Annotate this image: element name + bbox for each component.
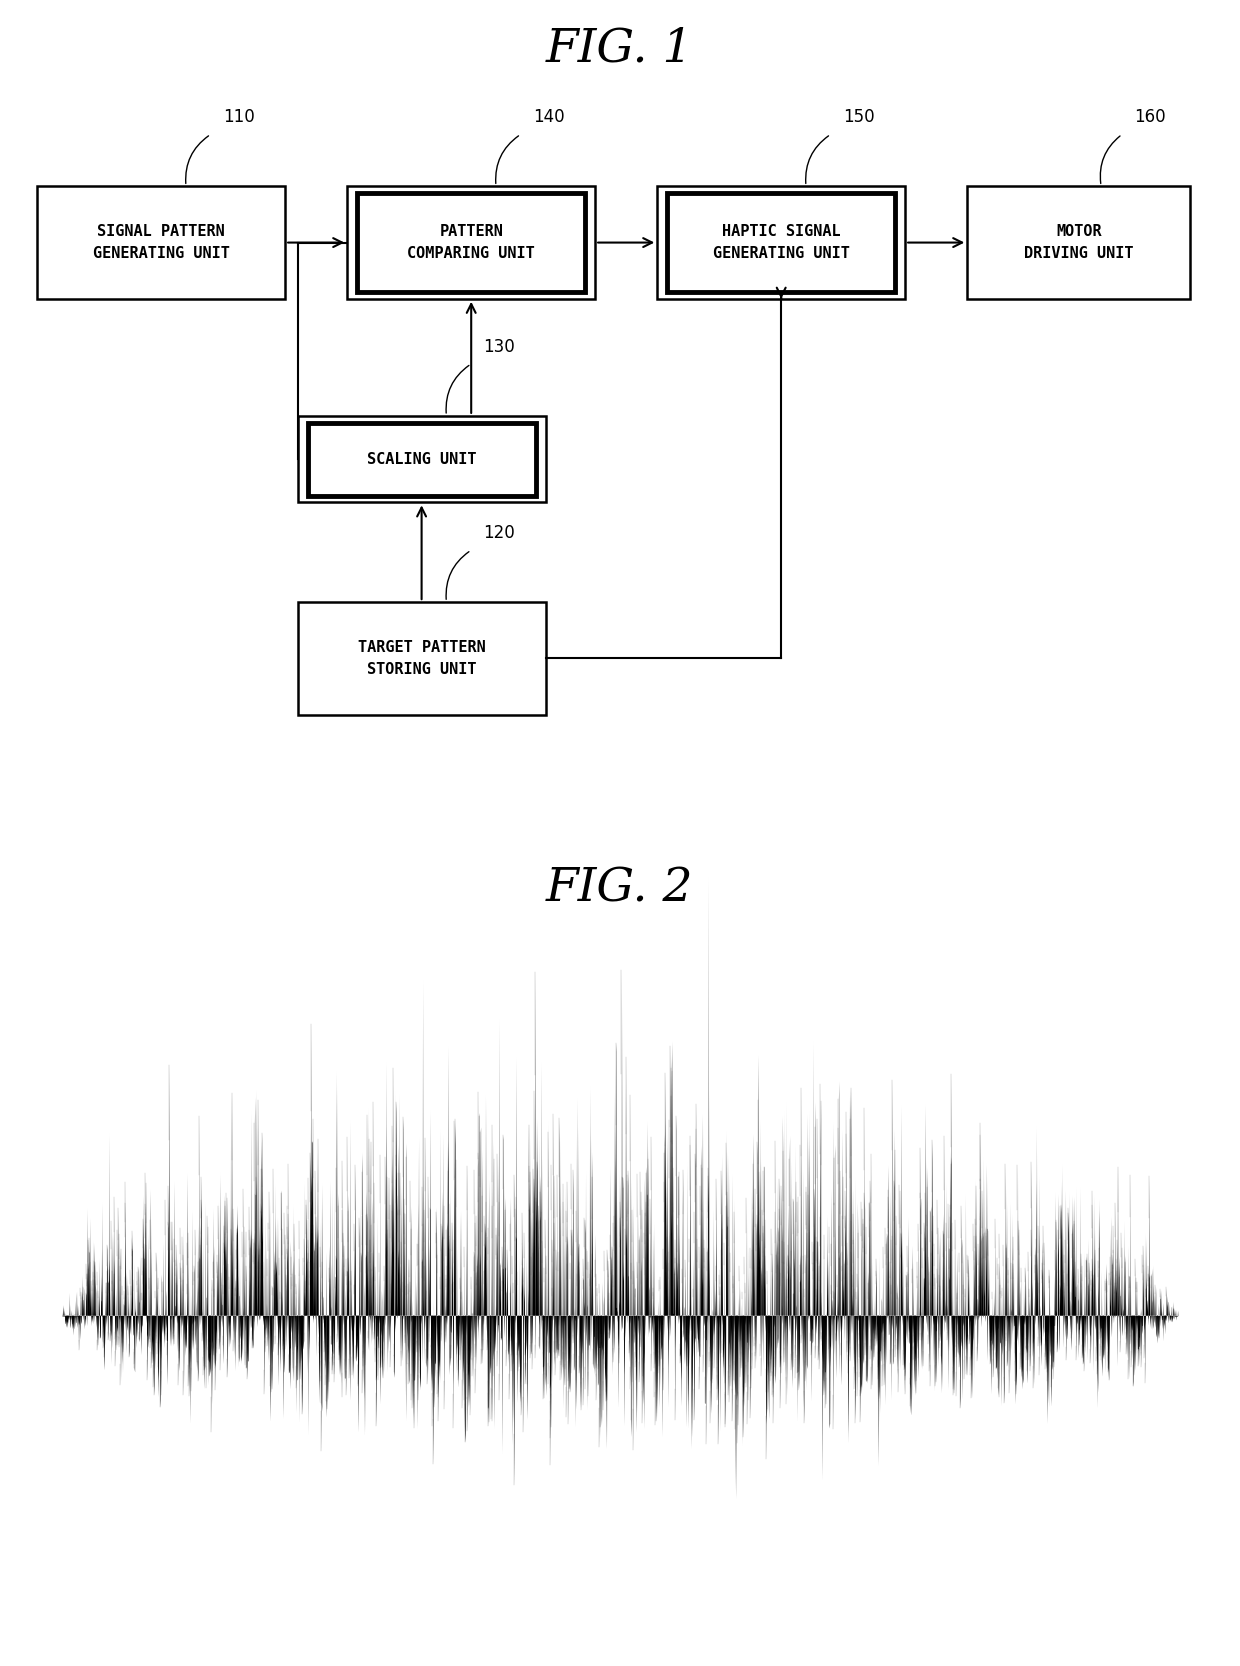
Text: SCALING UNIT: SCALING UNIT — [367, 451, 476, 466]
Bar — [298, 416, 546, 503]
Text: HAPTIC SIGNAL
GENERATING UNIT: HAPTIC SIGNAL GENERATING UNIT — [713, 223, 849, 262]
Text: 160: 160 — [1135, 108, 1167, 127]
Bar — [298, 601, 546, 715]
Bar — [37, 187, 285, 298]
Bar — [967, 187, 1190, 298]
Text: SIGNAL PATTERN
GENERATING UNIT: SIGNAL PATTERN GENERATING UNIT — [93, 223, 229, 262]
Text: PATTERN
COMPARING UNIT: PATTERN COMPARING UNIT — [407, 223, 536, 262]
Bar — [357, 193, 585, 292]
Text: FIG. 2: FIG. 2 — [546, 866, 694, 911]
Text: 130: 130 — [484, 338, 516, 355]
Bar — [657, 187, 905, 298]
Text: FIG. 1: FIG. 1 — [546, 27, 694, 72]
Bar — [667, 193, 895, 292]
Text: TARGET PATTERN
STORING UNIT: TARGET PATTERN STORING UNIT — [357, 640, 486, 676]
Text: 140: 140 — [533, 108, 565, 127]
Bar — [308, 423, 536, 495]
Text: MOTOR
DRIVING UNIT: MOTOR DRIVING UNIT — [1024, 223, 1133, 262]
Text: 120: 120 — [484, 523, 516, 541]
Text: 110: 110 — [223, 108, 255, 127]
Text: 150: 150 — [843, 108, 875, 127]
Bar — [347, 187, 595, 298]
